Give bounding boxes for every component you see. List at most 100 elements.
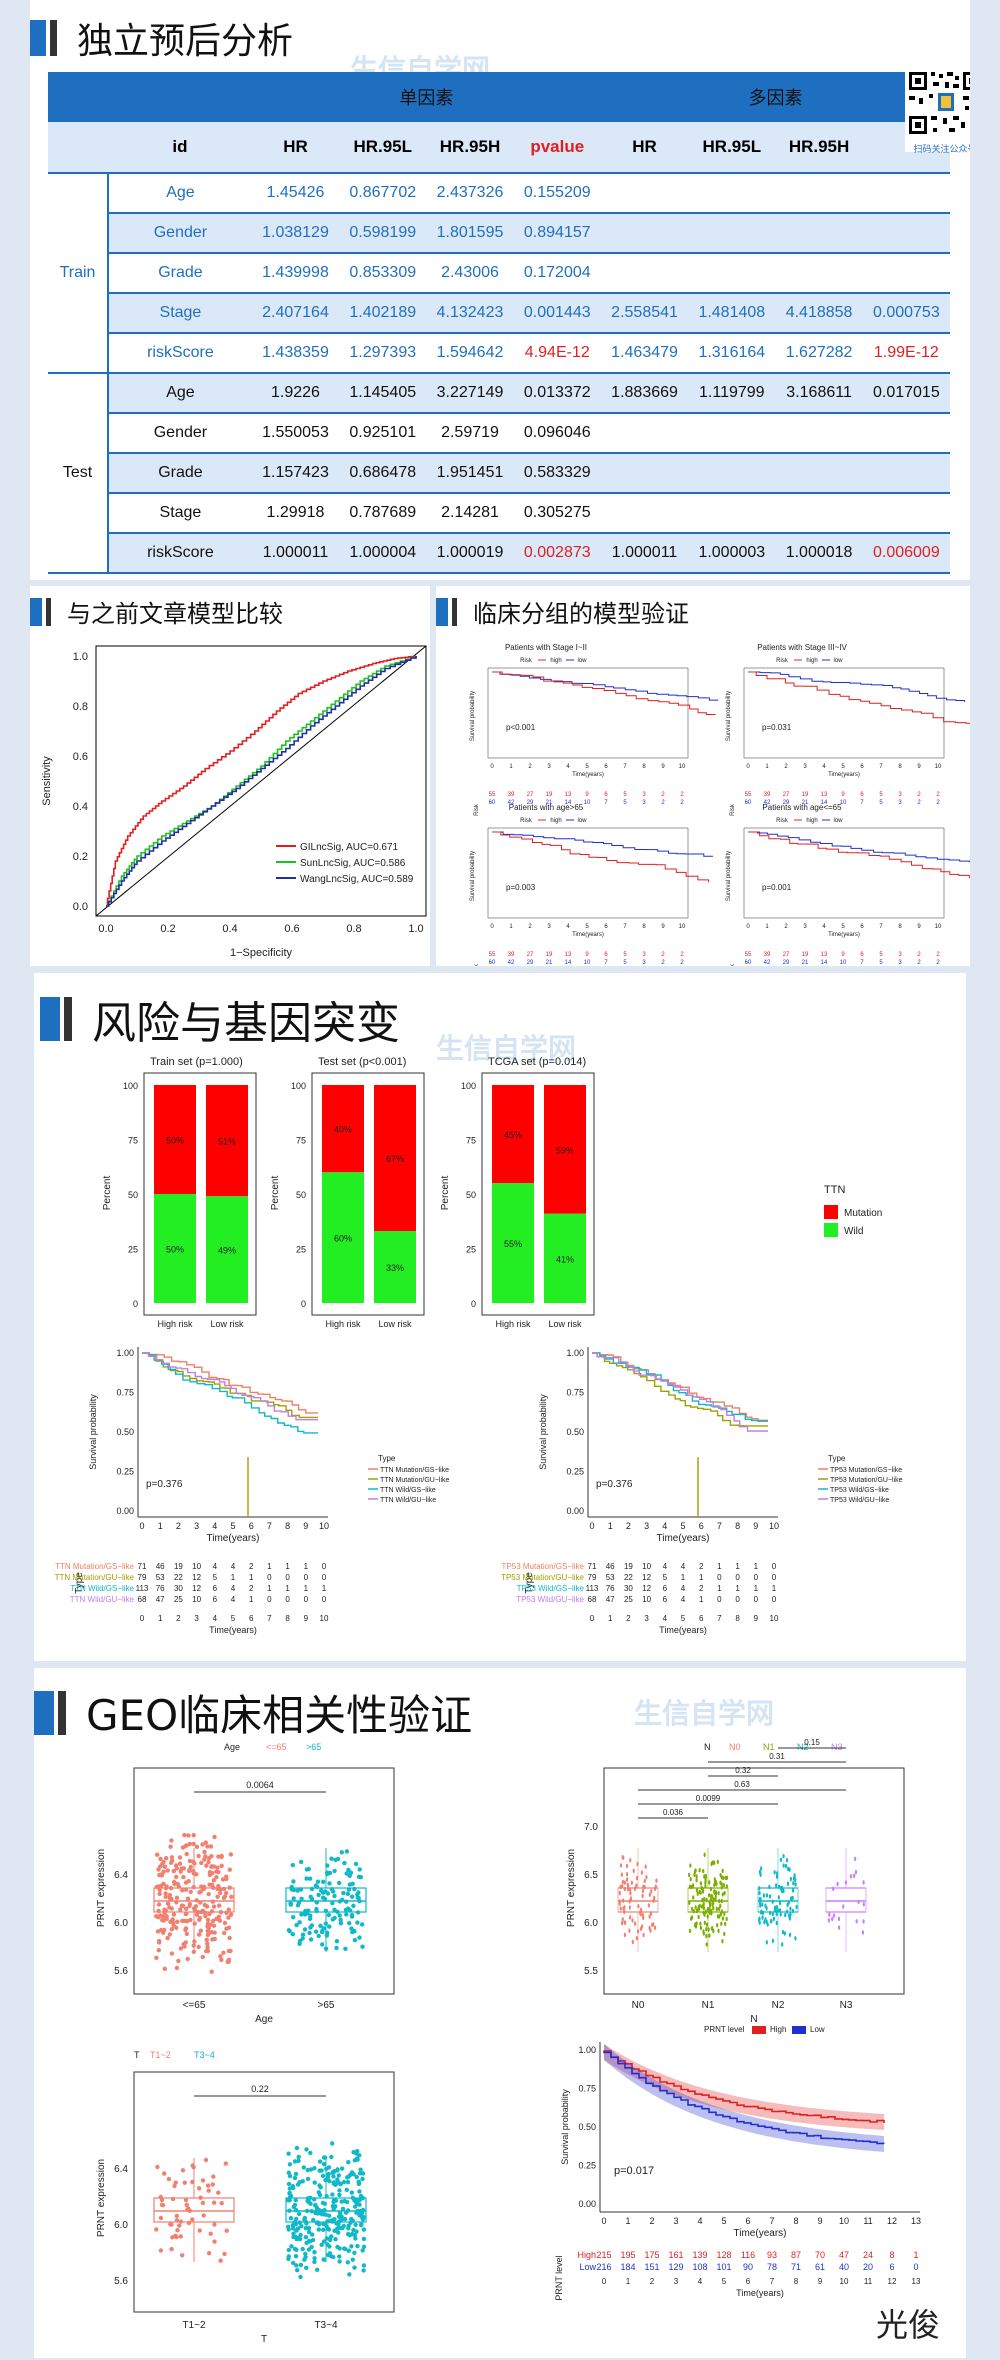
- x-tick-label: Low risk: [210, 1319, 244, 1329]
- data-point: [705, 1933, 708, 1939]
- column-header: id: [108, 122, 252, 174]
- data-point: [291, 1879, 296, 1884]
- risk-count: 6: [213, 1584, 218, 1593]
- risk-count: 12: [192, 1573, 201, 1582]
- data-point: [721, 1868, 724, 1874]
- x-tick-label: 5: [841, 764, 845, 770]
- data-point: [345, 1891, 351, 1896]
- legend-label: TP53 Mutation/GS−like: [830, 1467, 902, 1474]
- x-tick-label: 2: [626, 1521, 631, 1531]
- data-point: [158, 2215, 164, 2221]
- km-type-charts: 0.000.250.500.751.000 1 2 3 4 5 6 7 8 9 10Time(yea…: [55, 1347, 903, 1635]
- table-cell: 1.627282: [775, 333, 863, 374]
- data-point: [323, 1946, 329, 1951]
- data-point: [771, 1911, 774, 1917]
- risk-count: 1: [717, 1584, 722, 1593]
- risk-count: 108: [692, 2262, 707, 2272]
- data-point: [287, 2186, 292, 2191]
- data-point: [329, 1887, 335, 1892]
- data-point: [161, 1881, 166, 1886]
- y-tick-label: 0.0: [73, 901, 88, 913]
- data-point: [337, 1899, 343, 1904]
- risk-count: 0: [735, 1595, 740, 1604]
- data-point: [288, 2216, 294, 2221]
- data-point: [345, 2179, 351, 2185]
- data-point: [300, 2179, 305, 2184]
- table-cell: 1.000011: [600, 533, 689, 574]
- data-point: [648, 1892, 651, 1897]
- risk-count: 6: [604, 952, 608, 958]
- y-tick-label: 0.4: [73, 801, 88, 813]
- x-tick-label: 13: [911, 2216, 921, 2226]
- risk-count: 5: [623, 960, 627, 966]
- boxplot-t: T T1~2 T3~4 5.6 6.0 6.4 PRNT expression 0.22 T1~…: [96, 2050, 395, 2345]
- data-point: [205, 1948, 211, 1954]
- data-point: [344, 2199, 350, 2205]
- x-tick-label: 0: [490, 764, 494, 770]
- data-point: [338, 1917, 343, 1923]
- data-point: [288, 1901, 293, 1907]
- x-tick-label: 0: [140, 1614, 145, 1623]
- data-point: [178, 1946, 184, 1951]
- data-point: [162, 1911, 167, 1916]
- x-tick-label: 2: [784, 924, 788, 930]
- x-tick-label: 6: [604, 924, 608, 930]
- data-point: [789, 1876, 792, 1882]
- data-point: [192, 1939, 197, 1944]
- y-tick-label: 1.0: [73, 651, 88, 663]
- risk-count: 7: [860, 800, 864, 806]
- table-row: Grade 1.439998 0.853309 2.43006 0.172004: [48, 253, 950, 294]
- data-point: [361, 2268, 366, 2273]
- x-tick-label: 4: [697, 2216, 702, 2226]
- risk-count: 1: [754, 1562, 759, 1571]
- p-value: p=0.017: [614, 2165, 654, 2177]
- column-header: HR: [600, 122, 689, 174]
- data-point: [631, 1918, 634, 1923]
- x-tick-label: 1: [509, 924, 513, 930]
- km-small-plot: Patients with age<=65 Risk high low Survival…: [726, 803, 970, 966]
- y-axis-label: Percent: [440, 1176, 451, 1211]
- data-point: [778, 1900, 782, 1906]
- data-point: [332, 2169, 337, 2174]
- y-tick-label: 6.4: [114, 2164, 128, 2175]
- data-point: [779, 1912, 782, 1917]
- x-tick-label: 6: [860, 924, 864, 930]
- table-cell: [862, 173, 950, 214]
- data-point: [337, 1913, 342, 1918]
- risk-count: 39: [508, 792, 515, 798]
- data-label: 55%: [504, 1239, 522, 1249]
- data-point: [320, 1928, 325, 1933]
- diagonal-line: [95, 645, 427, 917]
- data-point: [180, 1918, 185, 1924]
- risk-count: 5: [623, 952, 627, 958]
- data-point: [344, 2187, 349, 2192]
- risk-count: 3: [642, 800, 646, 806]
- data-point: [713, 1889, 716, 1894]
- data-point: [715, 1891, 718, 1896]
- risk-count: 76: [156, 1584, 165, 1593]
- table-cell: 0.867702: [339, 173, 427, 214]
- data-point: [758, 1886, 761, 1891]
- data-point: [785, 1858, 789, 1863]
- data-point: [689, 1863, 692, 1868]
- x-tick-label: 12: [887, 2216, 897, 2226]
- table-cell: 0.006009: [862, 533, 950, 574]
- risk-row-label: TP53 Wild/GS−like: [517, 1584, 585, 1593]
- data-point: [314, 1908, 319, 1914]
- bar-mutation: [492, 1085, 534, 1184]
- data-point: [304, 2265, 309, 2270]
- data-point: [176, 1884, 182, 1889]
- table-cell: [862, 413, 950, 454]
- data-point: [352, 2265, 357, 2270]
- risk-count: 29: [527, 800, 534, 806]
- data-point: [309, 2209, 314, 2214]
- data-point: [190, 2179, 195, 2185]
- data-point: [182, 1944, 187, 1949]
- p-value: p=0.376: [146, 1479, 183, 1490]
- risk-count: 60: [489, 960, 496, 966]
- data-point: [629, 1896, 632, 1901]
- risk-count: 0: [772, 1562, 777, 1571]
- data-point: [320, 1895, 326, 1900]
- data-point: [693, 1872, 696, 1877]
- data-point: [710, 1893, 713, 1899]
